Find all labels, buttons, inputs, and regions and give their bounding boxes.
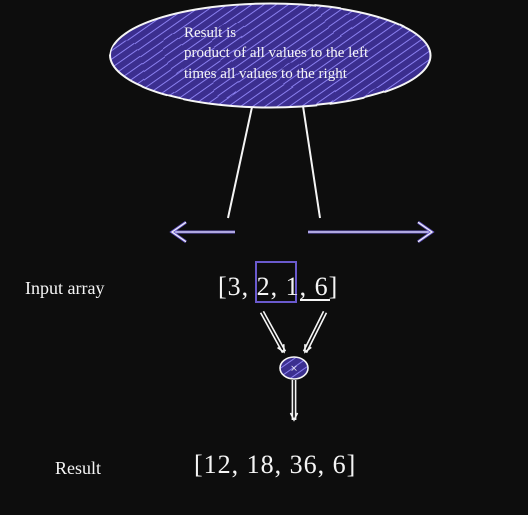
result-array: [12, 18, 36, 6] [194, 450, 356, 480]
bubble-connector-left [228, 107, 252, 218]
down-arrow [290, 380, 297, 420]
merge-arrow-right [304, 311, 327, 352]
explanation-text: Result is product of all values to the l… [184, 23, 368, 84]
result-label: Result [55, 458, 101, 479]
arrow-right [308, 222, 432, 242]
input-array: [3, 2, 1, 6] [218, 272, 338, 302]
arrow-left [172, 222, 235, 242]
multiply-symbol: × [290, 361, 297, 376]
input-label: Input array [25, 278, 104, 299]
bubble-connector-right [303, 106, 320, 218]
merge-arrow-left [261, 311, 286, 353]
